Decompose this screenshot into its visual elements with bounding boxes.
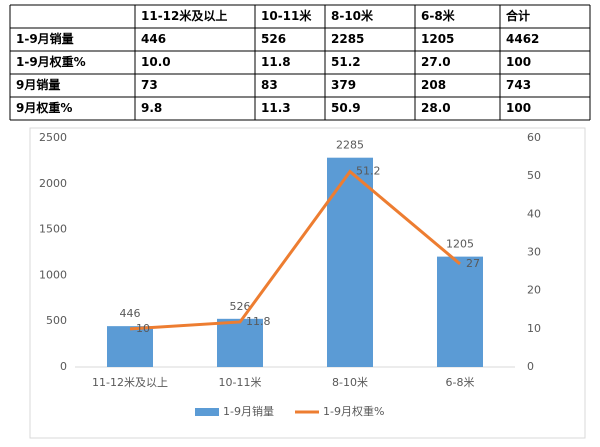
table-cell: 379 <box>331 78 356 92</box>
y-tick-label: 500 <box>46 314 67 327</box>
table-cell: 27.0 <box>421 55 451 69</box>
table-cell: 11.3 <box>261 101 291 115</box>
table-cell: 743 <box>506 78 531 92</box>
bar <box>437 256 483 367</box>
table-cell: 1-9月权重% <box>16 54 86 69</box>
table-cell: 526 <box>261 32 286 46</box>
y-tick-label: 2500 <box>39 131 67 144</box>
bar <box>327 157 373 367</box>
legend-swatch <box>195 408 219 416</box>
y2-tick-label: 20 <box>527 284 541 297</box>
table-header: 8-10米 <box>331 8 374 23</box>
table-cell: 11.8 <box>261 55 291 69</box>
table-header: 11-12米及以上 <box>141 8 227 23</box>
table-cell: 10.0 <box>141 55 171 69</box>
table-header: 合计 <box>506 8 530 23</box>
data-label: 526 <box>230 300 251 313</box>
y2-tick-label: 10 <box>527 322 541 335</box>
data-label: 1205 <box>446 238 474 251</box>
bar <box>107 326 153 367</box>
table-cell: 208 <box>421 78 446 92</box>
data-label: 446 <box>120 307 141 320</box>
y-tick-label: 0 <box>60 360 67 373</box>
table-cell: 446 <box>141 32 166 46</box>
table-header: 6-8米 <box>421 8 456 23</box>
y-tick-label: 2000 <box>39 177 67 190</box>
y-tick-label: 1500 <box>39 223 67 236</box>
chart-frame <box>29 127 586 439</box>
table-cell: 83 <box>261 78 278 92</box>
table-cell: 4462 <box>506 32 539 46</box>
x-tick-label: 10-11米 <box>219 376 262 389</box>
data-label: 27 <box>466 257 480 270</box>
data-label: 10 <box>136 322 150 335</box>
data-label: 11.8 <box>246 315 271 328</box>
table-cell: 9月销量 <box>16 77 60 92</box>
table-cell: 50.9 <box>331 101 361 115</box>
y2-tick-label: 0 <box>527 360 534 373</box>
table-cell: 51.2 <box>331 55 361 69</box>
table-cell: 9.8 <box>141 101 162 115</box>
table-header: 10-11米 <box>261 8 312 23</box>
legend-label: 1-9月销量 <box>223 404 274 418</box>
y2-tick-label: 50 <box>527 169 541 182</box>
y2-tick-label: 40 <box>527 207 541 220</box>
table-cell: 100 <box>506 101 531 115</box>
y2-tick-label: 30 <box>527 246 541 259</box>
data-label: 51.2 <box>356 165 381 178</box>
table-cell: 9月权重% <box>16 100 72 115</box>
x-tick-label: 6-8米 <box>446 376 475 389</box>
table-cell: 1-9月销量 <box>16 31 74 46</box>
table-cell: 28.0 <box>421 101 451 115</box>
table-cell: 100 <box>506 55 531 69</box>
bar <box>217 318 263 367</box>
legend-label: 1-9月权重% <box>323 404 384 418</box>
y2-tick-label: 60 <box>527 131 541 144</box>
x-tick-label: 11-12米及以上 <box>92 376 168 389</box>
table-cell: 2285 <box>331 32 364 46</box>
x-tick-label: 8-10米 <box>332 376 368 389</box>
data-label: 2285 <box>336 139 364 152</box>
y-tick-label: 1000 <box>39 268 67 281</box>
table-cell: 73 <box>141 78 158 92</box>
line <box>129 169 461 331</box>
table-cell: 1205 <box>421 32 454 46</box>
